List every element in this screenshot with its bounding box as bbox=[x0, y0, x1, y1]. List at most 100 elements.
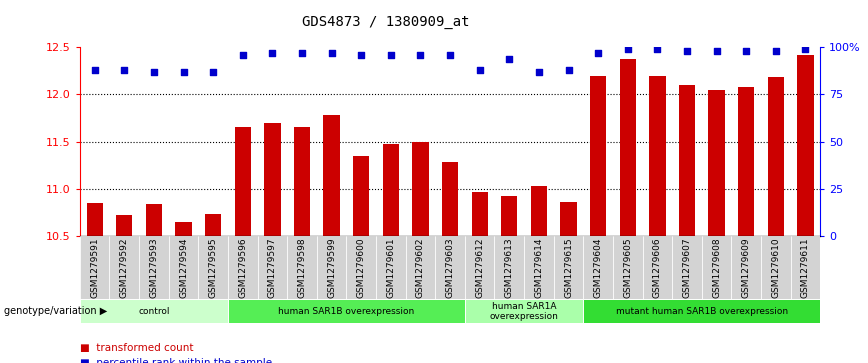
Point bbox=[473, 67, 487, 73]
Point bbox=[621, 46, 635, 52]
Bar bbox=[530, 186, 547, 236]
Bar bbox=[175, 222, 192, 236]
FancyBboxPatch shape bbox=[761, 236, 791, 299]
Text: human SAR1A
overexpression: human SAR1A overexpression bbox=[490, 302, 558, 321]
Text: GSM1279593: GSM1279593 bbox=[149, 238, 158, 298]
FancyBboxPatch shape bbox=[583, 299, 820, 323]
FancyBboxPatch shape bbox=[405, 236, 435, 299]
FancyBboxPatch shape bbox=[524, 236, 554, 299]
FancyBboxPatch shape bbox=[732, 236, 761, 299]
Point bbox=[443, 52, 457, 58]
FancyBboxPatch shape bbox=[672, 236, 702, 299]
Text: GDS4873 / 1380909_at: GDS4873 / 1380909_at bbox=[302, 15, 470, 29]
FancyBboxPatch shape bbox=[702, 236, 732, 299]
Point bbox=[532, 69, 546, 75]
Text: genotype/variation ▶: genotype/variation ▶ bbox=[4, 306, 108, 316]
Point bbox=[769, 48, 783, 54]
Bar bbox=[738, 87, 754, 236]
Text: GSM1279597: GSM1279597 bbox=[268, 238, 277, 298]
Point bbox=[740, 48, 753, 54]
Text: GSM1279591: GSM1279591 bbox=[90, 238, 99, 298]
Point bbox=[413, 52, 427, 58]
Bar bbox=[679, 85, 695, 236]
Text: GSM1279595: GSM1279595 bbox=[208, 238, 218, 298]
Point bbox=[266, 50, 279, 56]
Text: GSM1279598: GSM1279598 bbox=[298, 238, 306, 298]
Bar bbox=[590, 76, 606, 236]
FancyBboxPatch shape bbox=[139, 236, 168, 299]
FancyBboxPatch shape bbox=[80, 299, 228, 323]
FancyBboxPatch shape bbox=[495, 236, 524, 299]
Bar bbox=[294, 127, 310, 236]
FancyBboxPatch shape bbox=[465, 236, 495, 299]
FancyBboxPatch shape bbox=[317, 236, 346, 299]
Text: GSM1279594: GSM1279594 bbox=[179, 238, 188, 298]
Bar bbox=[87, 203, 102, 236]
Text: GSM1279605: GSM1279605 bbox=[623, 238, 632, 298]
Text: GSM1279606: GSM1279606 bbox=[653, 238, 662, 298]
Bar bbox=[561, 202, 576, 236]
Text: GSM1279603: GSM1279603 bbox=[445, 238, 455, 298]
FancyBboxPatch shape bbox=[583, 236, 613, 299]
Text: GSM1279613: GSM1279613 bbox=[505, 238, 514, 298]
FancyBboxPatch shape bbox=[109, 236, 139, 299]
Text: GSM1279599: GSM1279599 bbox=[327, 238, 336, 298]
Point bbox=[325, 50, 339, 56]
FancyBboxPatch shape bbox=[613, 236, 642, 299]
Point bbox=[236, 52, 250, 58]
Point bbox=[650, 46, 664, 52]
Text: GSM1279600: GSM1279600 bbox=[357, 238, 365, 298]
FancyBboxPatch shape bbox=[168, 236, 198, 299]
Text: GSM1279610: GSM1279610 bbox=[772, 238, 780, 298]
Bar bbox=[146, 204, 162, 236]
FancyBboxPatch shape bbox=[376, 236, 405, 299]
Bar bbox=[767, 77, 784, 236]
Point bbox=[207, 69, 220, 75]
Point bbox=[176, 69, 190, 75]
FancyBboxPatch shape bbox=[791, 236, 820, 299]
Text: control: control bbox=[138, 307, 169, 316]
Point bbox=[88, 67, 102, 73]
Bar bbox=[412, 142, 429, 236]
Text: GSM1279614: GSM1279614 bbox=[535, 238, 543, 298]
Point bbox=[710, 48, 724, 54]
FancyBboxPatch shape bbox=[435, 236, 465, 299]
Point bbox=[799, 46, 812, 52]
Text: GSM1279608: GSM1279608 bbox=[712, 238, 721, 298]
Bar bbox=[471, 192, 488, 236]
Bar bbox=[205, 214, 221, 236]
Bar bbox=[708, 90, 725, 236]
Bar bbox=[324, 115, 339, 236]
Bar bbox=[620, 58, 636, 236]
Text: GSM1279607: GSM1279607 bbox=[682, 238, 692, 298]
Bar bbox=[116, 215, 133, 236]
Bar bbox=[798, 55, 813, 236]
Point bbox=[503, 56, 516, 61]
Point bbox=[295, 50, 309, 56]
Text: human SAR1B overexpression: human SAR1B overexpression bbox=[279, 307, 415, 316]
FancyBboxPatch shape bbox=[554, 236, 583, 299]
Bar bbox=[234, 127, 251, 236]
Point bbox=[680, 48, 694, 54]
Text: GSM1279612: GSM1279612 bbox=[475, 238, 484, 298]
Point bbox=[591, 50, 605, 56]
Text: GSM1279604: GSM1279604 bbox=[594, 238, 602, 298]
Text: GSM1279596: GSM1279596 bbox=[238, 238, 247, 298]
Bar bbox=[649, 76, 666, 236]
Point bbox=[562, 67, 575, 73]
Text: GSM1279592: GSM1279592 bbox=[120, 238, 128, 298]
FancyBboxPatch shape bbox=[287, 236, 317, 299]
FancyBboxPatch shape bbox=[346, 236, 376, 299]
FancyBboxPatch shape bbox=[642, 236, 672, 299]
Point bbox=[354, 52, 368, 58]
Point bbox=[384, 52, 398, 58]
Text: ■  percentile rank within the sample: ■ percentile rank within the sample bbox=[80, 358, 272, 363]
Point bbox=[117, 67, 131, 73]
FancyBboxPatch shape bbox=[198, 236, 228, 299]
Point bbox=[147, 69, 161, 75]
Bar bbox=[264, 123, 280, 236]
Text: GSM1279611: GSM1279611 bbox=[801, 238, 810, 298]
FancyBboxPatch shape bbox=[80, 236, 109, 299]
Text: GSM1279615: GSM1279615 bbox=[564, 238, 573, 298]
Text: mutant human SAR1B overexpression: mutant human SAR1B overexpression bbox=[615, 307, 788, 316]
